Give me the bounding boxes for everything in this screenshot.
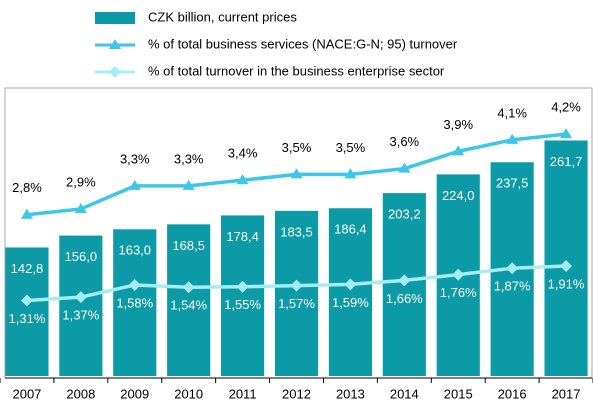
line-marker	[74, 202, 87, 213]
line-marker	[560, 259, 573, 272]
line-value-label: 3,4%	[228, 146, 258, 161]
bar-value-label: 203,2	[388, 207, 421, 222]
x-tick-label: 2012	[282, 386, 311, 401]
bar-value-label: 237,5	[496, 176, 529, 191]
line-marker	[398, 162, 411, 173]
x-tick-label: 2016	[498, 386, 527, 401]
bar-value-label: 168,5	[172, 238, 205, 253]
line-marker	[506, 133, 519, 144]
line-marker	[290, 168, 303, 179]
bar	[113, 229, 157, 376]
line-value-label: 1,66%	[386, 291, 423, 306]
line-marker	[452, 145, 465, 156]
x-tick-label: 2011	[229, 386, 257, 401]
line-marker	[128, 278, 141, 291]
line-marker	[344, 168, 357, 179]
bar	[544, 140, 588, 376]
line-value-label: 1,58%	[116, 295, 153, 310]
bar	[328, 208, 372, 376]
line-marker	[344, 278, 357, 291]
bar	[59, 235, 103, 376]
line-marker	[128, 179, 141, 190]
line-value-label: 1,87%	[494, 279, 531, 294]
line-marker	[398, 274, 411, 287]
line-value-label: 1,91%	[548, 276, 585, 291]
bar-value-label: 163,0	[118, 243, 151, 258]
line-value-label: 1,55%	[224, 297, 261, 312]
line-marker	[182, 179, 195, 190]
line-value-label: 3,5%	[282, 140, 312, 155]
x-tick-label: 2010	[174, 386, 203, 401]
legend-label: CZK billion, current prices	[148, 9, 297, 24]
legend-label: % of total business services (NACE:G-N; …	[148, 36, 458, 51]
bar	[167, 224, 211, 376]
bar-value-label: 261,7	[550, 154, 583, 169]
bar-value-label: 142,8	[11, 261, 44, 276]
legend-marker	[109, 66, 121, 78]
bar-value-label: 183,5	[280, 224, 313, 239]
legend-marker	[109, 39, 121, 49]
line-value-label: 1,31%	[9, 311, 46, 326]
line-value-label: 1,57%	[278, 296, 315, 311]
line-marker	[452, 268, 465, 281]
line-marker	[20, 208, 33, 219]
line-value-label: 3,9%	[443, 117, 473, 132]
x-tick-label: 2009	[120, 386, 149, 401]
line-marker	[182, 281, 195, 294]
bar	[274, 210, 319, 376]
legend-swatch	[95, 12, 135, 24]
bar-value-label: 186,4	[334, 222, 367, 237]
x-tick-label: 2008	[66, 386, 95, 401]
line-value-label: 4,1%	[497, 105, 527, 120]
line-marker	[20, 294, 33, 307]
line-value-label: 3,5%	[336, 140, 366, 155]
x-tick-label: 2007	[12, 386, 41, 401]
x-tick-label: 2017	[552, 386, 581, 401]
line-value-label: 4,2%	[551, 100, 581, 115]
x-tick-label: 2015	[444, 386, 473, 401]
line-value-label: 3,3%	[120, 151, 150, 166]
bar-value-label: 224,0	[442, 188, 475, 203]
line-marker	[560, 128, 573, 139]
bar	[221, 215, 265, 376]
line-value-label: 1,54%	[170, 298, 207, 313]
line-marker	[236, 174, 249, 185]
bar	[5, 247, 49, 376]
line-value-label: 3,3%	[174, 151, 204, 166]
line-value-label: 2,9%	[66, 174, 96, 189]
bar-value-label: 156,0	[65, 249, 98, 264]
line-value-label: 1,76%	[440, 285, 477, 300]
line-value-label: 1,59%	[332, 295, 369, 310]
line-marker	[506, 262, 519, 275]
line-marker	[74, 291, 87, 304]
bar-value-label: 178,4	[226, 229, 259, 244]
line-marker	[290, 279, 303, 292]
x-tick-label: 2014	[390, 386, 419, 401]
line-value-label: 1,37%	[62, 308, 99, 323]
line-value-label: 3,6%	[389, 134, 419, 149]
x-tick-label: 2013	[336, 386, 365, 401]
line-value-label: 2,8%	[12, 180, 42, 195]
line-marker	[236, 280, 249, 293]
legend-label: % of total turnover in the business ente…	[148, 63, 445, 78]
